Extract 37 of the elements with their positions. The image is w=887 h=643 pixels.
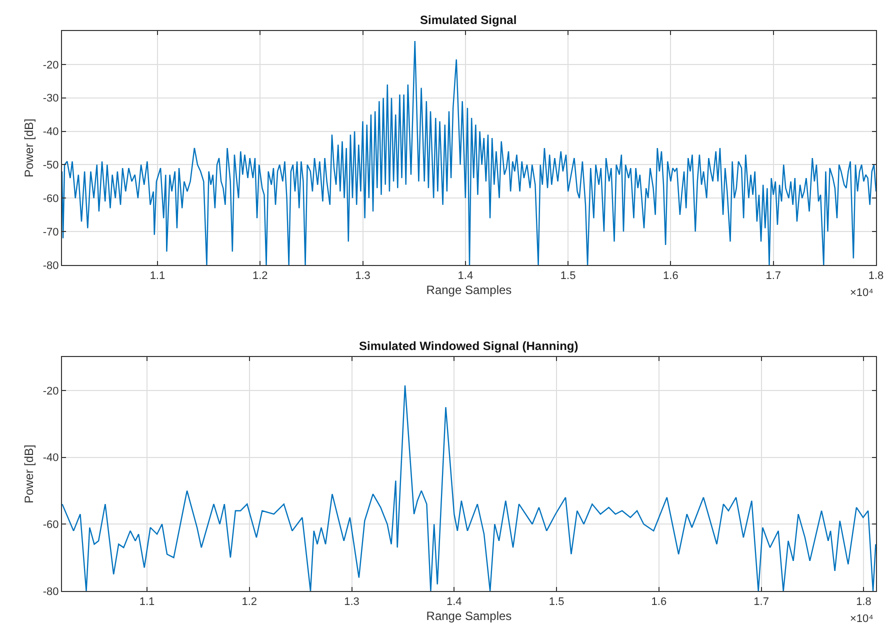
x-tick-label: 1.6 [651, 596, 667, 608]
line-series [62, 384, 876, 591]
text: ×10⁴ [850, 287, 874, 299]
y-tick-label: -20 [42, 59, 59, 72]
y-tick-label: -50 [42, 160, 59, 172]
y-axis-title: Power [dB] [22, 444, 36, 504]
x-axis-title: Range Samples [426, 283, 512, 298]
text: ×10⁴ [850, 613, 874, 625]
y-tick-label: -80 [42, 260, 59, 272]
x-tick-label: 1.7 [766, 270, 781, 282]
x-tick-label: 1.1 [150, 270, 166, 282]
y-tick-label: -20 [42, 385, 59, 398]
x-tick-label: 1.4 [446, 596, 462, 608]
x-tick-label: 1.8 [856, 596, 872, 608]
y-axis-title: Power [dB] [22, 118, 36, 178]
y-tick-label: -40 [42, 126, 59, 138]
x-tick-label: 1.1 [139, 596, 155, 608]
y-tick-label: -30 [42, 92, 59, 105]
x-tick-label: 1.5 [548, 596, 564, 608]
x-tick-label: 1.3 [344, 596, 360, 608]
x-tick-label: 1.3 [355, 270, 370, 282]
x-tick-label: 1.5 [560, 270, 576, 282]
x-tick-label: 1.7 [754, 596, 769, 608]
x-tick-label: 1.6 [663, 270, 678, 282]
x-tick-label: 1.4 [458, 270, 474, 282]
y-tick-label: -40 [42, 452, 59, 464]
x-tick-label: 1.8 [868, 270, 884, 282]
y-tick-label: -70 [42, 226, 59, 238]
x-tick-label: 1.2 [252, 270, 268, 282]
x-tick-label: 1.2 [242, 596, 258, 608]
y-tick-label: -80 [42, 586, 59, 598]
y-tick-label: -60 [42, 192, 59, 205]
chart-title: Simulated Signal [420, 13, 517, 27]
chart-title: Simulated Windowed Signal (Hanning) [359, 339, 578, 353]
y-tick-label: -60 [42, 518, 59, 531]
x-axis-title: Range Samples [426, 609, 512, 624]
line-series [62, 40, 876, 265]
